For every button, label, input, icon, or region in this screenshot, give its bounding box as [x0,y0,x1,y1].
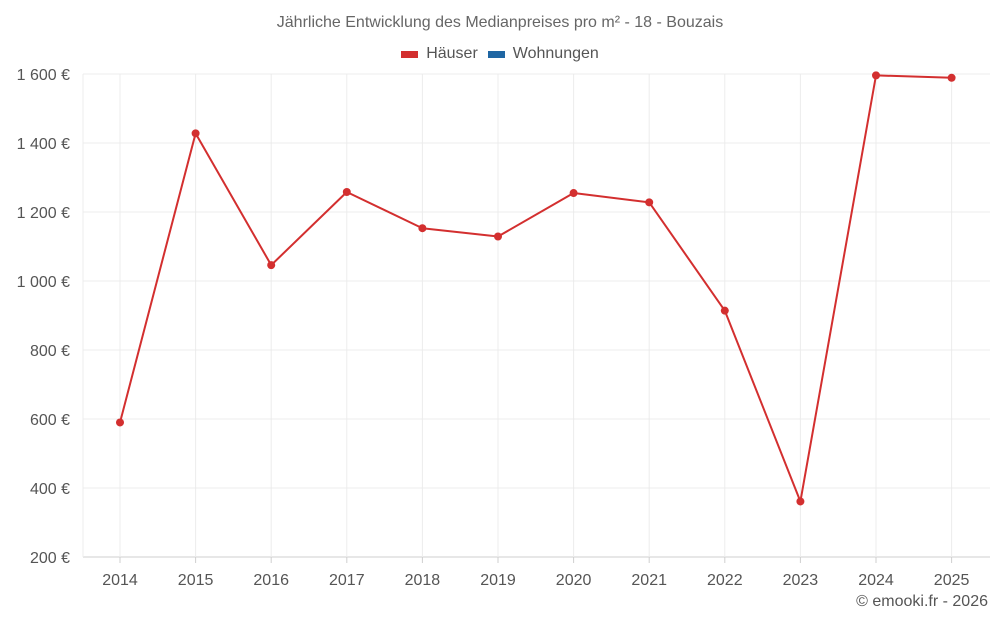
legend-label-haeuser: Häuser [426,45,478,62]
data-point [342,187,351,196]
data-point [116,418,124,427]
data-point [267,261,276,270]
legend-item-haeuser[interactable]: Häuser [401,45,478,63]
legend-swatch-wohnungen [487,50,505,58]
x-tick-label: 2025 [934,572,970,589]
data-point [645,198,654,207]
y-tick-label: 1 400 € [17,136,70,153]
legend-item-wohnungen[interactable]: Wohnungen [487,45,599,63]
y-tick-label: 1 000 € [17,274,70,291]
x-tick-label: 2015 [178,572,214,589]
series-line-0 [119,74,952,503]
x-tick-label: 2022 [707,572,743,589]
y-tick-label: 200 € [30,550,70,567]
x-tick-label: 2014 [102,572,138,589]
y-tick-label: 1 200 € [17,205,70,222]
x-tick-label: 2019 [480,572,516,589]
legend-label-wohnungen: Wohnungen [512,45,599,62]
legend-swatch-haeuser [401,50,419,58]
legend: Häuser Wohnungen [0,45,1000,63]
x-tick-label: 2018 [405,572,441,589]
x-tick-label: 2024 [858,572,894,589]
y-tick-label: 400 € [30,481,70,498]
y-tick-label: 1 600 € [17,67,70,84]
x-tick-label: 2021 [631,572,667,589]
data-point [494,232,502,241]
x-tick-label: 2017 [329,572,365,589]
x-tick-label: 2023 [783,572,819,589]
data-point [418,224,427,233]
credit-text: © emooki.fr - 2026 [856,593,988,610]
data-point [872,71,880,80]
y-tick-label: 600 € [30,412,70,429]
data-point [191,129,200,138]
data-point [569,189,578,198]
x-tick-label: 2020 [556,572,592,589]
data-point [720,306,729,315]
x-tick-label: 2016 [253,572,289,589]
y-tick-label: 800 € [30,343,70,360]
data-point [796,497,805,506]
data-point [947,73,956,82]
chart-title: Jährliche Entwicklung des Medianpreises … [276,14,724,31]
